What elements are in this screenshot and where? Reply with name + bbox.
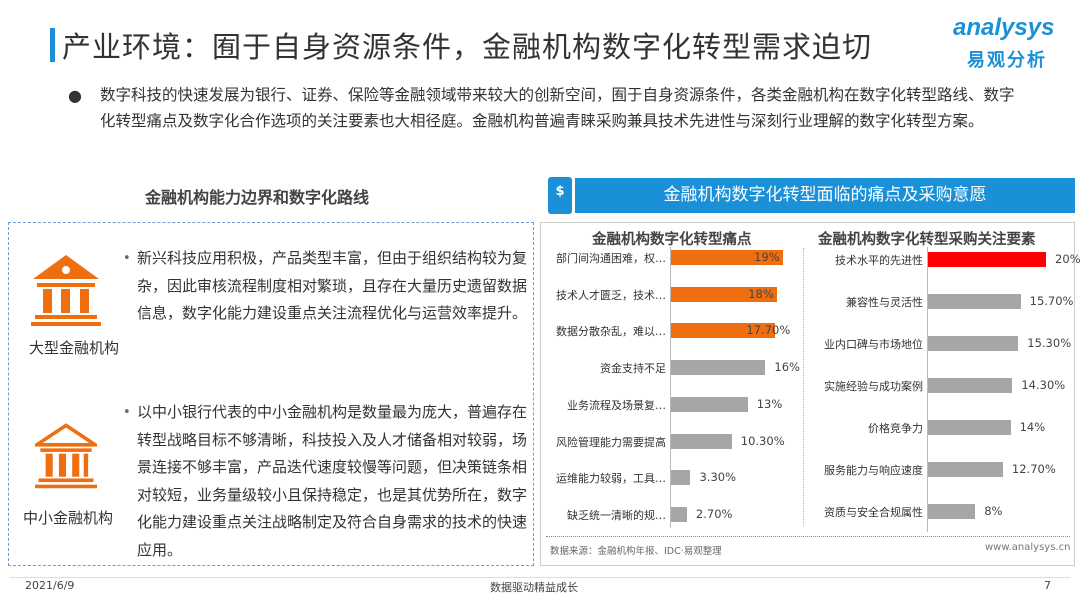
page-number: 7	[1044, 579, 1051, 592]
bullet-icon: ●	[68, 86, 82, 105]
bar	[928, 378, 1013, 393]
chart-divider	[803, 248, 804, 526]
procurement-chart-title: 金融机构数字化转型采购关注要素	[818, 232, 1036, 248]
large-institution-text: • 新兴科技应用积极，产品类型丰富，但由于组织结构较为复杂，因此审核流程制度相对繁…	[123, 249, 528, 322]
bar	[928, 336, 1019, 351]
large-institution-label: 大型金融机构	[29, 339, 120, 357]
category-label: 业务流程及场景复…	[567, 398, 666, 412]
bank-building-small-icon	[35, 423, 97, 489]
category-label: 部门间沟通困难，权…	[556, 252, 666, 265]
pain-points-chart-title: 金融机构数字化转型痛点	[592, 232, 752, 248]
data-label: 14.30%	[1021, 378, 1066, 392]
bar	[928, 294, 1021, 309]
bar	[671, 506, 687, 522]
category-label: 实施经验与成功案例	[824, 380, 923, 393]
intro-text: 数字科技的快速发展为银行、证券、保险等金融领域带来较大的创新空间，囿于自身资源条…	[100, 86, 1015, 130]
bar	[671, 470, 691, 486]
category-label: 资质与安全合规属性	[824, 506, 923, 519]
bar	[928, 252, 1046, 267]
category-label: 缺乏统一清晰的规…	[567, 508, 666, 522]
category-label: 兼容性与灵活性	[846, 296, 923, 309]
data-label: 15.30%	[1027, 336, 1072, 350]
dollar-coin-icon: $	[548, 177, 572, 214]
category-label: 运维能力较弱，工具…	[556, 472, 666, 486]
footer-slogan: 数据驱动精益成长	[490, 581, 578, 594]
data-label: 16%	[774, 360, 800, 375]
data-label: 13%	[756, 396, 783, 411]
footer-date: 2021/6/9	[25, 579, 75, 592]
data-label: 18%	[748, 286, 774, 301]
analysys-logo: analysys 易观分析	[953, 14, 1055, 71]
bank-building-large-icon	[31, 255, 101, 326]
bar	[928, 462, 1003, 477]
chart-panel	[540, 222, 1075, 566]
small-institution-text: • 以中小银行代表的中小金融机构是数量最为庞大，普遍存在转型战略目标不够清晰，科技…	[123, 403, 528, 559]
category-label: 服务能力与响应速度	[824, 464, 923, 477]
data-label: 20%	[1055, 252, 1080, 266]
left-section-heading: 金融机构能力边界和数字化路线	[145, 188, 370, 207]
chart-axis	[927, 247, 928, 532]
bar	[928, 420, 1011, 435]
data-label: 12.70%	[1011, 462, 1056, 476]
bar	[671, 360, 766, 376]
category-label: 价格竞争力	[868, 422, 923, 435]
data-label: 8%	[984, 504, 1003, 518]
data-label: 19%	[754, 250, 780, 264]
page-title: 产业环境：囿于自身资源条件，金融机构数字化转型需求迫切	[62, 30, 873, 64]
bar	[671, 250, 784, 265]
website: www.analysys.cn	[985, 542, 1071, 553]
small-institution-label: 中小金融机构	[23, 509, 114, 527]
category-label: 技术人才匮乏，技术…	[556, 288, 666, 302]
bar	[671, 323, 776, 339]
category-label: 风险管理能力需要提高	[556, 435, 666, 449]
source-divider	[546, 536, 1070, 537]
institution-panel: 大型金融机构 • 新兴科技应用积极，产品类型丰富，但由于组织结构较为复杂，因此审核…	[8, 222, 534, 566]
data-label: 15.70%	[1029, 294, 1074, 308]
data-source: 数据来源：金融机构年报、IDC·易观整理	[550, 546, 722, 557]
category-label: 业内口碑与市场地位	[824, 338, 923, 351]
data-label: 17.70%	[746, 323, 791, 338]
data-label: 3.30%	[699, 470, 737, 485]
data-label: 14%	[1019, 420, 1046, 434]
footer-divider	[10, 577, 1070, 578]
category-label: 数据分散杂乱，难以…	[556, 325, 666, 339]
bar	[928, 504, 976, 519]
bar	[671, 396, 748, 412]
chart-axis	[670, 247, 671, 528]
right-section-header: 金融机构数字化转型面临的痛点及采购意愿	[575, 178, 1075, 213]
bar	[671, 433, 732, 449]
data-label: 10.30%	[740, 433, 785, 448]
category-label: 技术水平的先进性	[835, 254, 923, 267]
category-label: 资金支持不足	[600, 362, 666, 376]
title-accent-bar	[50, 28, 55, 62]
bar	[671, 286, 778, 302]
data-label: 2.70%	[695, 506, 733, 521]
